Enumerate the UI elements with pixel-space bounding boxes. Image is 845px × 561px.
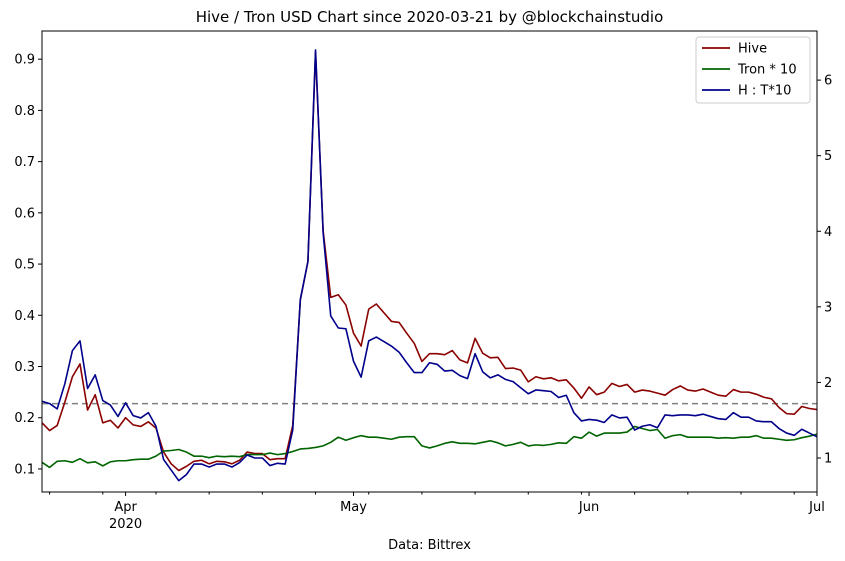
x-tick-label: Apr [114,500,137,515]
y-right-tick-label: 2 [824,376,832,391]
series-line-1 [41,425,818,469]
y-left-tick-label: 0.3 [14,360,35,375]
y-right-tick-label: 4 [824,225,832,240]
y-right-tick-label: 5 [824,149,832,164]
chart-title: Hive / Tron USD Chart since 2020-03-21 b… [196,8,664,26]
y-left-tick-label: 0.4 [14,309,35,324]
x-tick-sublabel: 2020 [109,517,142,532]
x-tick-label: Jun [578,500,599,515]
y-right-tick-label: 1 [824,451,832,466]
y-left-tick-label: 0.5 [14,258,35,273]
series-line-2 [41,49,818,482]
series-line-0 [41,51,818,472]
y-right-tick-label: 6 [824,74,832,89]
plot-frame [41,30,818,493]
y-left-tick-label: 0.7 [14,155,35,170]
y-left-tick-label: 0.6 [14,206,35,221]
axes: 0.1 0.2 0.3 0.4 0.5 0.6 0.7 0.8 0.9 1 2 3 4 5 6 Apr 2020… [14,30,832,532]
legend: Hive Tron * 10 H : T*10 [695,36,811,104]
legend-label-1: Tron * 10 [737,63,797,78]
y-left-tick-label: 0.1 [14,462,35,477]
x-tick-label: May [340,500,367,515]
legend-label-2: H : T*10 [738,84,791,99]
x-axis-label: Data: Bittrex [388,538,471,553]
y-left-tick-label: 0.9 [14,53,35,68]
x-tick-label: Jul [808,500,825,515]
legend-label-0: Hive [738,42,767,57]
y-right-tick-label: 3 [824,300,832,315]
legend-box [695,36,811,104]
plot-area [41,49,818,482]
y-left-tick-label: 0.2 [14,411,35,426]
y-left-tick-label: 0.8 [14,104,35,119]
